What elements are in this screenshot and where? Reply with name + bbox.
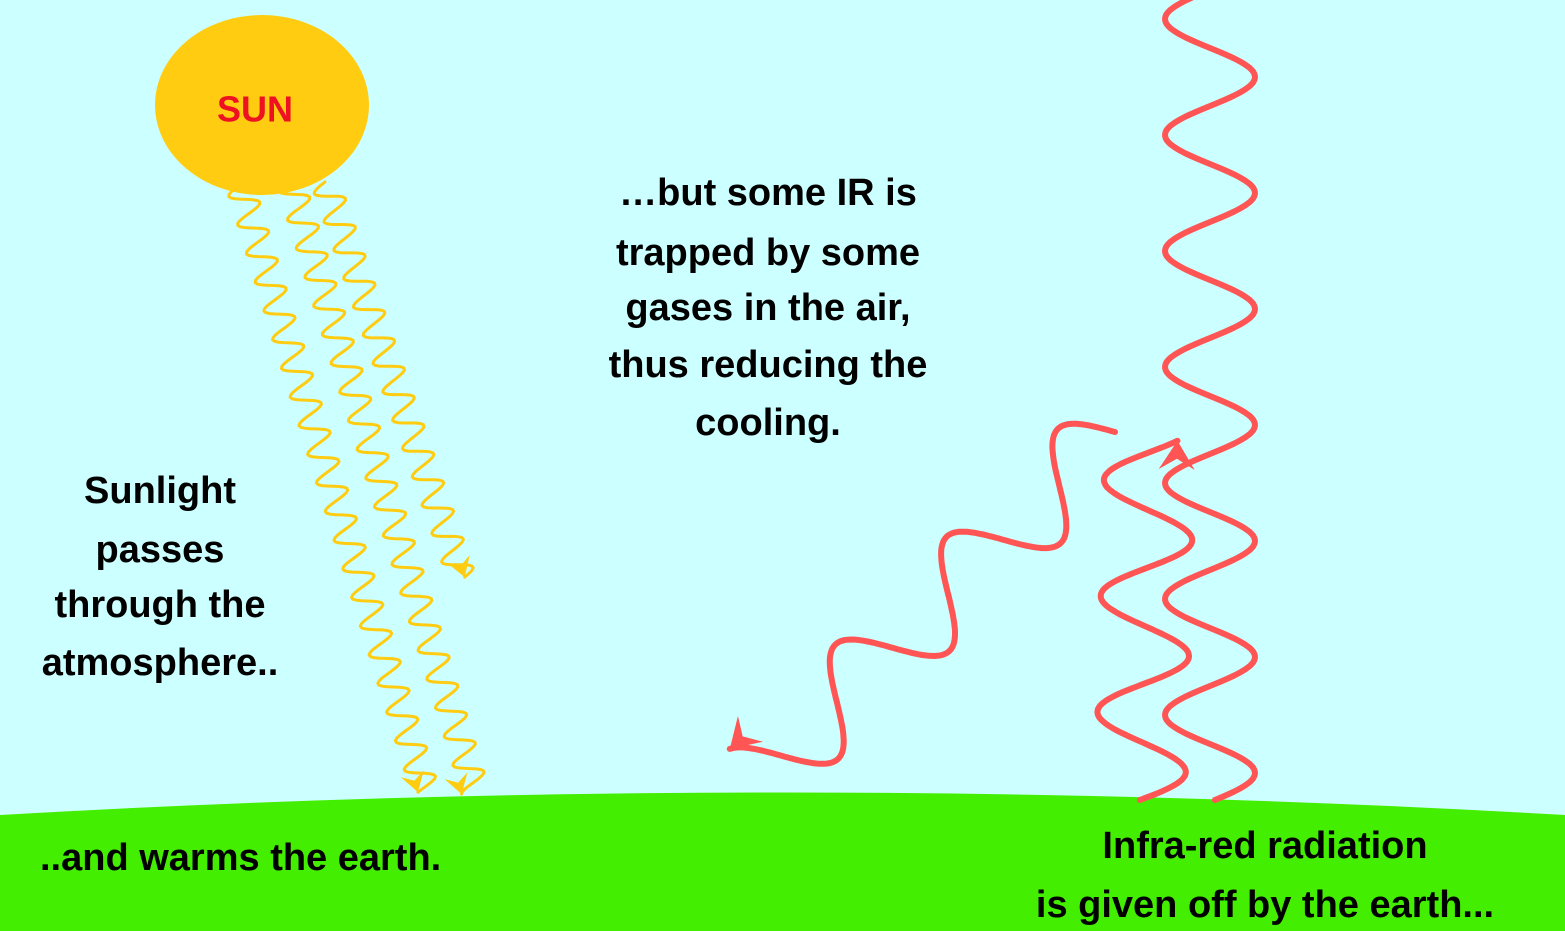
- sunlight-text: Sunlight: [84, 470, 236, 512]
- warms-text: ..and warms the earth.: [40, 837, 441, 879]
- wave: [1094, 437, 1196, 803]
- ground: [0, 792, 1565, 931]
- trapped-text: …but some IR is: [619, 172, 917, 214]
- sunlight-text: through the: [54, 584, 265, 626]
- sun: [155, 15, 369, 195]
- trapped-text: trapped by some: [616, 232, 920, 274]
- wave: [277, 178, 486, 796]
- wave: [1162, 0, 1258, 803]
- arrow-head: [400, 770, 424, 793]
- sunlight-text: passes: [96, 529, 225, 571]
- infrared-text: Infra-red radiation: [1102, 825, 1427, 867]
- trapped-text: cooling.: [695, 402, 841, 444]
- infrared-text: is given off by the earth...: [1036, 884, 1494, 926]
- sunlight-text: atmosphere..: [42, 642, 279, 684]
- arrow-head: [729, 715, 764, 749]
- wave: [227, 183, 438, 794]
- arrow-head: [447, 555, 470, 578]
- sun-label: SUN: [217, 89, 293, 130]
- arrow-head: [444, 772, 468, 795]
- wave: [312, 180, 475, 579]
- wave: [726, 420, 1118, 767]
- waves: [227, 0, 1258, 803]
- trapped-text: gases in the air,: [625, 287, 910, 329]
- arrow-head: [1158, 440, 1195, 471]
- trapped-text: thus reducing the: [609, 344, 928, 386]
